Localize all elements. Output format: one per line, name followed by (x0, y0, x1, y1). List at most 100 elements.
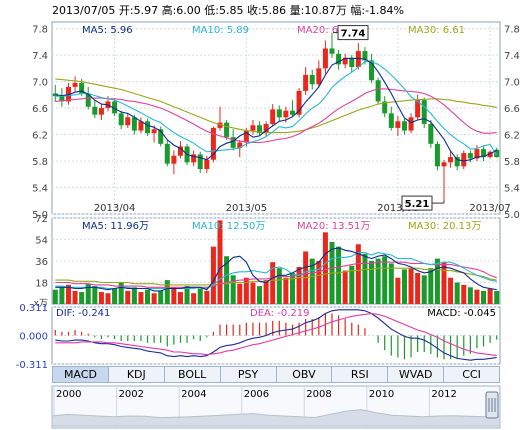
volume-bar[interactable] (395, 278, 400, 304)
volume-bar[interactable] (152, 293, 157, 304)
volume-bar[interactable] (125, 291, 130, 304)
tab-cci[interactable]: CCI (444, 367, 499, 382)
volume-bar[interactable] (171, 287, 176, 304)
volume-legend-ma20: MA20: 13.51万 (297, 221, 370, 232)
volume-bar[interactable] (191, 293, 196, 304)
volume-bar[interactable] (145, 290, 150, 304)
volume-bar[interactable] (86, 284, 91, 304)
candle-body (376, 80, 381, 101)
volume-bar[interactable] (376, 259, 381, 304)
volume-bar[interactable] (79, 292, 84, 304)
price-ytick-left: 6.2 (32, 131, 48, 142)
volume-bar[interactable] (105, 293, 110, 304)
volume-bar[interactable] (59, 287, 64, 304)
volume-bar[interactable] (99, 292, 104, 304)
volume-bar[interactable] (323, 232, 328, 304)
volume-bar[interactable] (389, 263, 394, 304)
tab-kdj[interactable]: KDJ (109, 367, 165, 382)
candle-body (224, 123, 229, 138)
price-legend-ma30: MA30: 6.61 (408, 25, 465, 36)
tab-rsi[interactable]: RSI (332, 367, 388, 382)
volume-ytick: 18 (35, 279, 48, 290)
volume-bar[interactable] (158, 291, 163, 304)
volume-bar[interactable] (132, 287, 137, 304)
tab-obv[interactable]: OBV (277, 367, 333, 382)
macd-ytick: -0.311 (16, 360, 48, 371)
volume-bar[interactable] (488, 288, 493, 304)
volume-bar[interactable] (138, 292, 143, 304)
dea-label: DEA: -0.219 (250, 308, 309, 319)
volume-bar[interactable] (92, 286, 97, 304)
price-legend-ma5: MA5: 5.96 (82, 25, 133, 36)
volume-bar[interactable] (461, 285, 466, 304)
candle-body (270, 109, 275, 124)
volume-bar[interactable] (178, 292, 183, 304)
volume-bar[interactable] (336, 247, 341, 304)
volume-bar[interactable] (415, 273, 420, 304)
volume-bar[interactable] (237, 284, 242, 304)
volume-bar[interactable] (448, 278, 453, 304)
volume-bar[interactable] (211, 247, 216, 304)
candle-body (204, 160, 209, 169)
candle-body (310, 75, 315, 84)
candle-body (132, 117, 137, 130)
volume-bar[interactable] (441, 262, 446, 304)
volume-bar[interactable] (402, 269, 407, 304)
candle-body (323, 48, 328, 68)
price-ytick-right: 7.4 (504, 51, 520, 62)
volume-bar[interactable] (73, 291, 78, 304)
timeline-year: 2012 (431, 389, 456, 400)
volume-bar[interactable] (481, 291, 486, 304)
volume-bar[interactable] (264, 280, 269, 304)
volume-bar[interactable] (277, 268, 282, 304)
candle-body (428, 124, 433, 144)
candle[interactable] (211, 127, 216, 163)
volume-bar[interactable] (231, 275, 236, 304)
volume-bar[interactable] (297, 267, 302, 304)
volume-bar[interactable] (435, 259, 440, 304)
candle-body (92, 107, 97, 115)
price-ytick-left: 5.4 (32, 184, 48, 195)
volume-bar[interactable] (283, 278, 288, 304)
volume-bar[interactable] (369, 261, 374, 304)
volume-ytick: 72 (35, 214, 48, 225)
price-legend-ma10: MA10: 5.89 (192, 25, 249, 36)
volume-bar[interactable] (362, 254, 367, 304)
macd-ytick: 0.000 (19, 332, 48, 343)
volume-bar[interactable] (217, 220, 222, 304)
volume-bar[interactable] (382, 256, 387, 304)
volume-bar[interactable] (290, 273, 295, 304)
tab-boll[interactable]: BOLL (165, 367, 221, 382)
volume-bar[interactable] (455, 283, 460, 305)
candle[interactable] (461, 150, 466, 169)
price-ytick-left: 7.4 (32, 51, 48, 62)
volume-legend-ma10: MA10: 12.50万 (192, 221, 265, 232)
volume-bar[interactable] (112, 288, 117, 304)
volume-bar[interactable] (428, 268, 433, 304)
volume-bar[interactable] (494, 291, 499, 304)
tab-macd[interactable]: MACD (53, 367, 109, 382)
volume-bar[interactable] (165, 280, 170, 304)
high-annotation: 7.74 (341, 29, 366, 40)
macd-label: MACD: -0.045 (427, 308, 496, 319)
candle-body (73, 83, 78, 87)
candle[interactable] (165, 140, 170, 166)
volume-bar[interactable] (257, 286, 262, 304)
candle[interactable] (376, 78, 381, 104)
volume-bar[interactable] (198, 288, 203, 304)
volume-bar[interactable] (468, 287, 473, 304)
volume-bar[interactable] (53, 290, 58, 304)
volume-bar[interactable] (409, 268, 414, 304)
volume-bar[interactable] (250, 283, 255, 305)
candle[interactable] (422, 97, 427, 127)
volume-bar[interactable] (474, 290, 479, 304)
timeline-handle[interactable] (486, 392, 498, 418)
tab-wvad[interactable]: WVAD (388, 367, 444, 382)
volume-bar[interactable] (204, 291, 209, 304)
volume-bar[interactable] (349, 266, 354, 304)
candle[interactable] (435, 141, 440, 170)
candle-body (198, 154, 203, 169)
volume-bar[interactable] (343, 271, 348, 304)
volume-bar[interactable] (422, 275, 427, 304)
tab-psy[interactable]: PSY (221, 367, 277, 382)
